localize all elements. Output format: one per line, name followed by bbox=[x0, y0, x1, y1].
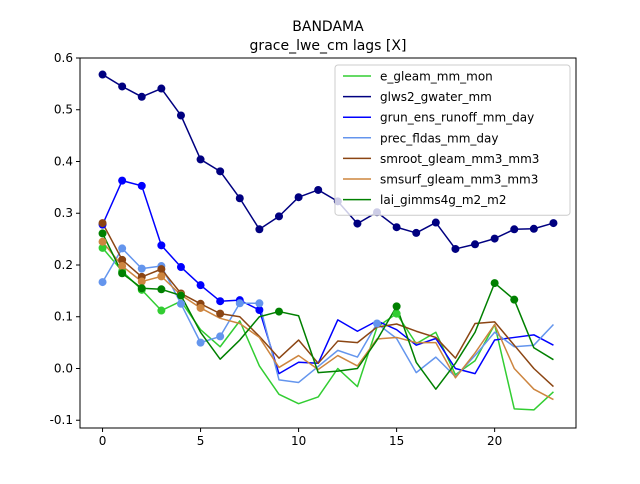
data-point-prec_fldas_mm_day bbox=[373, 319, 382, 328]
data-point-glws2_gwater_mm bbox=[98, 70, 107, 79]
data-point-prec_fldas_mm_day bbox=[137, 264, 146, 273]
data-point-e_gleam_mm_mon bbox=[98, 243, 107, 252]
data-point-smroot_gleam_mm3_mm3 bbox=[216, 309, 225, 318]
legend-label: grun_ens_runoff_mm_day bbox=[380, 111, 534, 125]
data-point-prec_fldas_mm_day bbox=[235, 299, 244, 308]
axes-frame bbox=[79, 57, 577, 429]
legend-label: prec_fldas_mm_day bbox=[380, 131, 499, 145]
chart-subtitle: grace_lwe_cm lags [X] bbox=[250, 38, 407, 54]
data-point-grun_ens_runoff_mm_day bbox=[157, 241, 166, 250]
data-point-e_gleam_mm_mon bbox=[157, 306, 166, 315]
legend-box bbox=[334, 64, 571, 216]
data-point-grun_ens_runoff_mm_day bbox=[196, 281, 205, 290]
data-point-lai_gimms4g_m2_m2 bbox=[157, 285, 166, 294]
data-point-lai_gimms4g_m2_m2 bbox=[98, 229, 107, 238]
x-tick-label: 20 bbox=[487, 434, 502, 448]
y-tick-label: 0.3 bbox=[54, 206, 73, 220]
y-tick-label: 0.6 bbox=[54, 51, 73, 65]
data-point-smsurf_gleam_mm3_mm3 bbox=[137, 277, 146, 286]
data-point-prec_fldas_mm_day bbox=[196, 338, 205, 347]
data-point-e_gleam_mm_mon bbox=[392, 309, 401, 318]
x-tick-label: 5 bbox=[197, 434, 205, 448]
y-tick-label: -0.1 bbox=[50, 413, 73, 427]
data-point-lai_gimms4g_m2_m2 bbox=[137, 284, 146, 293]
data-point-smsurf_gleam_mm3_mm3 bbox=[157, 272, 166, 281]
x-tick-label: 0 bbox=[99, 434, 107, 448]
legend-label: glws2_gwater_mm bbox=[380, 90, 492, 104]
data-point-glws2_gwater_mm bbox=[529, 224, 538, 233]
data-point-smroot_gleam_mm3_mm3 bbox=[98, 219, 107, 228]
data-point-smroot_gleam_mm3_mm3 bbox=[157, 265, 166, 274]
data-point-lai_gimms4g_m2_m2 bbox=[176, 291, 185, 300]
data-point-grun_ens_runoff_mm_day bbox=[137, 181, 146, 190]
data-point-prec_fldas_mm_day bbox=[98, 278, 107, 287]
data-point-grun_ens_runoff_mm_day bbox=[118, 176, 127, 185]
y-tick-label: 0.2 bbox=[54, 258, 73, 272]
legend-label: e_gleam_mm_mon bbox=[380, 70, 493, 84]
series-line-grun_ens_runoff_mm_day bbox=[101, 179, 554, 375]
data-point-prec_fldas_mm_day bbox=[176, 299, 185, 308]
data-point-glws2_gwater_mm bbox=[431, 218, 440, 227]
data-point-prec_fldas_mm_day bbox=[255, 299, 264, 308]
data-point-lai_gimms4g_m2_m2 bbox=[392, 302, 401, 311]
data-point-glws2_gwater_mm bbox=[274, 212, 283, 221]
data-point-glws2_gwater_mm bbox=[196, 155, 205, 164]
data-point-smsurf_gleam_mm3_mm3 bbox=[98, 237, 107, 246]
data-point-glws2_gwater_mm bbox=[471, 240, 480, 249]
legend-label: lai_gimms4g_m2_m2 bbox=[380, 193, 507, 207]
data-point-glws2_gwater_mm bbox=[294, 193, 303, 202]
data-point-glws2_gwater_mm bbox=[353, 219, 362, 228]
data-point-glws2_gwater_mm bbox=[137, 92, 146, 101]
legend: e_gleam_mm_mon glws2_gwater_mm grun_ens_ru… bbox=[334, 64, 571, 216]
data-point-glws2_gwater_mm bbox=[490, 234, 499, 243]
data-point-glws2_gwater_mm bbox=[510, 225, 519, 234]
data-point-lai_gimms4g_m2_m2 bbox=[118, 269, 127, 278]
data-point-glws2_gwater_mm bbox=[451, 244, 460, 253]
data-point-glws2_gwater_mm bbox=[314, 185, 323, 194]
data-point-glws2_gwater_mm bbox=[176, 111, 185, 120]
y-tick-label: 0.5 bbox=[54, 103, 73, 117]
x-tick-label: 15 bbox=[389, 434, 404, 448]
y-tick-label: 0.1 bbox=[54, 310, 73, 324]
data-point-glws2_gwater_mm bbox=[255, 225, 264, 234]
data-point-grun_ens_runoff_mm_day bbox=[255, 306, 264, 315]
data-point-glws2_gwater_mm bbox=[157, 84, 166, 93]
legend-label: smsurf_gleam_mm3_mm3 bbox=[380, 173, 538, 187]
data-point-smsurf_gleam_mm3_mm3 bbox=[196, 303, 205, 312]
data-point-lai_gimms4g_m2_m2 bbox=[510, 295, 519, 304]
y-tick-label: 0.0 bbox=[54, 361, 73, 375]
y-tick-label: 0.4 bbox=[54, 154, 73, 168]
data-point-grun_ens_runoff_mm_day bbox=[216, 297, 225, 306]
plot-area bbox=[98, 70, 558, 411]
data-point-smsurf_gleam_mm3_mm3 bbox=[118, 262, 127, 271]
data-point-lai_gimms4g_m2_m2 bbox=[274, 307, 283, 316]
data-point-glws2_gwater_mm bbox=[412, 228, 421, 237]
data-point-prec_fldas_mm_day bbox=[216, 332, 225, 341]
data-point-glws2_gwater_mm bbox=[216, 167, 225, 176]
chart-title: BANDAMA bbox=[292, 19, 364, 35]
data-point-glws2_gwater_mm bbox=[118, 82, 127, 91]
data-point-glws2_gwater_mm bbox=[549, 219, 558, 228]
x-tick-label: 10 bbox=[291, 434, 306, 448]
data-point-smroot_gleam_mm3_mm3 bbox=[118, 255, 127, 264]
data-point-prec_fldas_mm_day bbox=[118, 244, 127, 253]
data-point-glws2_gwater_mm bbox=[392, 223, 401, 232]
legend-label: smroot_gleam_mm3_mm3 bbox=[380, 152, 539, 166]
data-point-lai_gimms4g_m2_m2 bbox=[490, 279, 499, 288]
axes: 0 5 10 15 20 -0.1 0.0 0.1 0.2 0.3 0.4 0.5 0.6 bbox=[50, 51, 577, 448]
data-point-glws2_gwater_mm bbox=[235, 194, 244, 203]
data-point-grun_ens_runoff_mm_day bbox=[176, 263, 185, 272]
